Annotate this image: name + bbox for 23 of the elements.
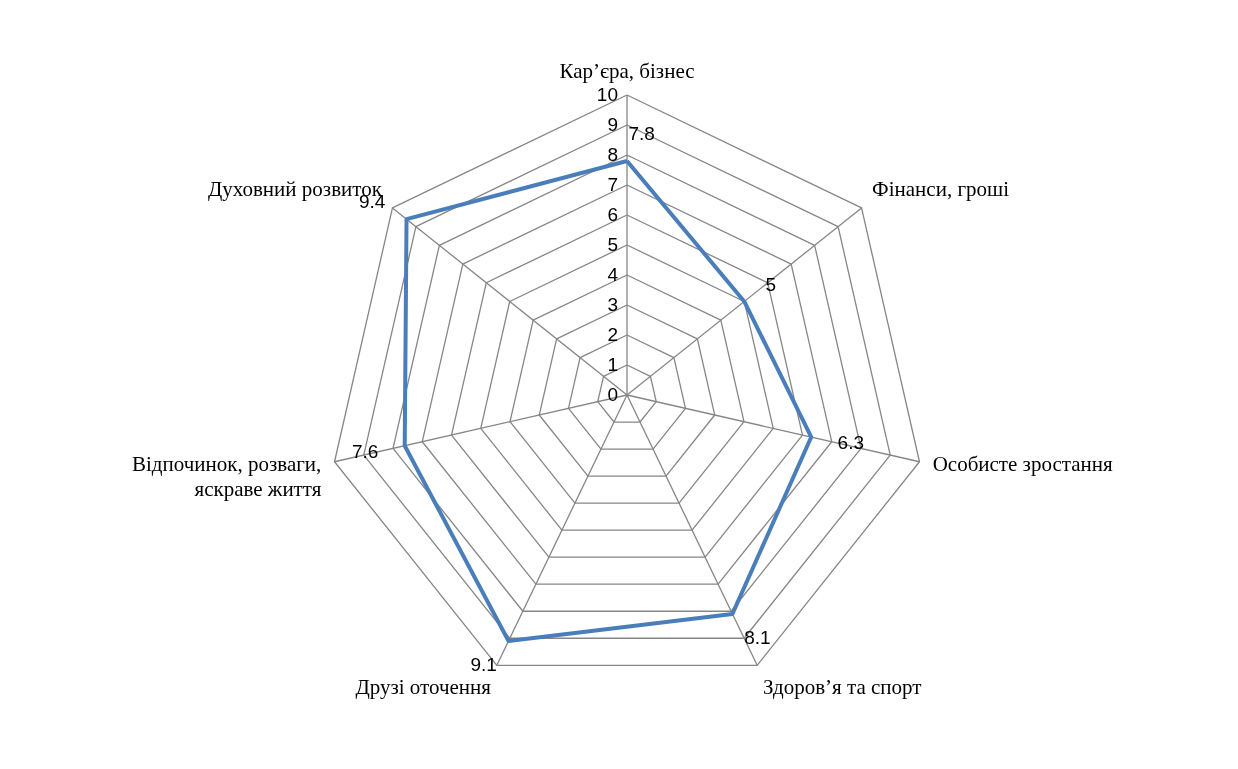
y-tick-label: 2 bbox=[607, 324, 618, 345]
spoke-label: Особисте зростання bbox=[932, 451, 1113, 476]
y-tick-label: 6 bbox=[607, 204, 618, 225]
y-tick-label: 5 bbox=[607, 234, 618, 255]
data-label: 7.6 bbox=[351, 440, 379, 462]
data-label: 5 bbox=[765, 273, 776, 295]
spoke-label: Друзі оточення bbox=[355, 675, 492, 700]
y-tick-label: 10 bbox=[596, 84, 618, 105]
y-tick-label: 4 bbox=[607, 264, 619, 285]
y-tick-label: 3 bbox=[607, 294, 618, 315]
y-tick-label: 8 bbox=[607, 144, 618, 165]
spoke-label: Кар’єра, бізнес bbox=[559, 58, 695, 83]
y-tick-label: 0 bbox=[607, 384, 618, 405]
data-label: 8.1 bbox=[744, 627, 771, 649]
spoke-label: Відпочинок, розваги, яскраве життя bbox=[132, 451, 322, 501]
data-label: 9.1 bbox=[470, 654, 497, 676]
spoke-label: Здоров’я та спорт bbox=[763, 675, 922, 700]
data-label: 7.8 bbox=[628, 123, 655, 144]
y-tick-label: 9 bbox=[607, 114, 618, 135]
spoke-label: Фінанси, гроші bbox=[872, 176, 1010, 201]
y-tick-label: 7 bbox=[607, 174, 618, 195]
data-label: 6.3 bbox=[837, 432, 865, 454]
y-tick-label: 1 bbox=[607, 354, 618, 375]
